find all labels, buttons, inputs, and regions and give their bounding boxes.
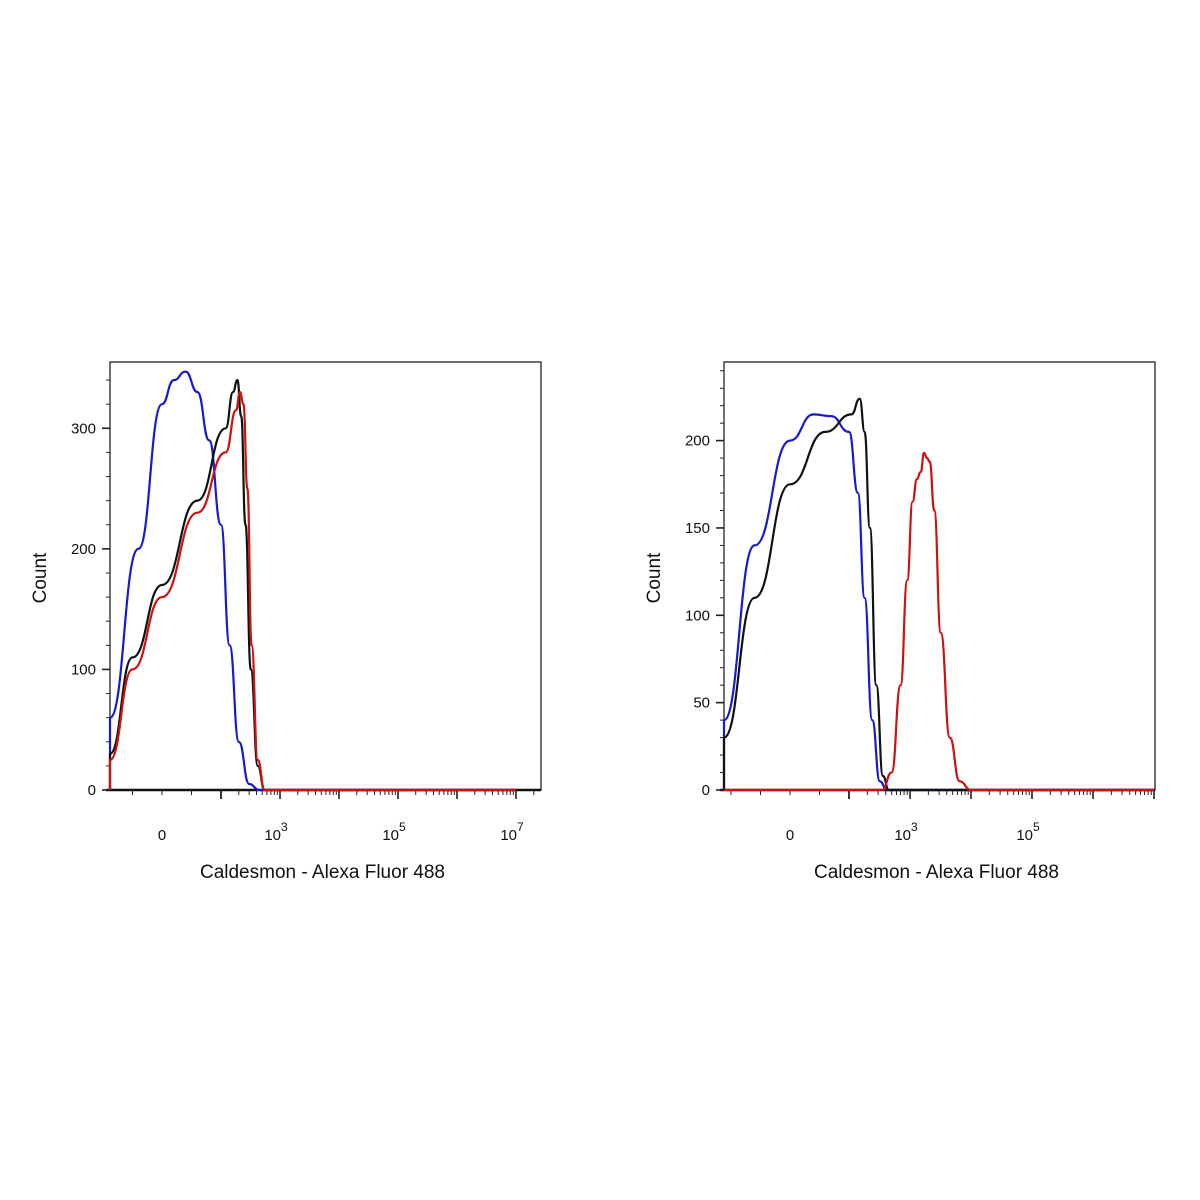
series-line-3 bbox=[723, 451, 1154, 792]
x-tick-label: 0 bbox=[158, 827, 166, 844]
x-tick-base: 10 bbox=[382, 827, 399, 844]
x-tick-base: 0 bbox=[158, 827, 166, 844]
y-axis-label: Count bbox=[644, 552, 665, 603]
x-tick-exponent: 3 bbox=[281, 820, 288, 834]
x-tick-exponent: 3 bbox=[911, 820, 918, 834]
series-line-1 bbox=[722, 413, 1154, 792]
x-tick-label: 103 bbox=[264, 820, 288, 844]
x-axis-label: Caldesmon - Alexa Fluor 488 bbox=[200, 862, 445, 883]
x-tick-label: 0 bbox=[786, 827, 794, 844]
series-line-2 bbox=[722, 397, 1154, 792]
x-tick-base: 0 bbox=[786, 827, 794, 844]
y-axis-label: Count bbox=[30, 552, 51, 603]
y-tick-label: 200 bbox=[71, 541, 96, 558]
x-axis-label: Caldesmon - Alexa Fluor 488 bbox=[814, 862, 1059, 883]
x-tick-exponent: 7 bbox=[517, 820, 524, 834]
x-tick-base: 10 bbox=[264, 827, 281, 844]
x-tick-label: 107 bbox=[500, 820, 524, 844]
x-tick-label: 105 bbox=[1016, 820, 1040, 844]
x-tick-label: 103 bbox=[894, 820, 918, 844]
y-tick-label: 50 bbox=[693, 695, 710, 712]
x-tick-exponent: 5 bbox=[1033, 820, 1040, 834]
x-tick-base: 10 bbox=[500, 827, 517, 844]
plot-frame bbox=[723, 361, 1156, 791]
y-tick-label: 100 bbox=[685, 607, 710, 624]
y-tick-label: 200 bbox=[685, 433, 710, 450]
x-tick-label: 105 bbox=[382, 820, 406, 844]
y-tick-label: 150 bbox=[685, 520, 710, 537]
y-tick-label: 0 bbox=[88, 782, 96, 799]
series-line-3 bbox=[108, 391, 516, 792]
x-tick-exponent: 5 bbox=[399, 820, 406, 834]
y-tick-label: 100 bbox=[71, 661, 96, 678]
y-tick-label: 300 bbox=[71, 420, 96, 437]
series-line-1 bbox=[108, 370, 516, 792]
x-tick-base: 10 bbox=[1016, 827, 1033, 844]
series-line-2 bbox=[108, 379, 516, 792]
y-tick-label: 0 bbox=[702, 782, 710, 799]
x-tick-base: 10 bbox=[894, 827, 911, 844]
